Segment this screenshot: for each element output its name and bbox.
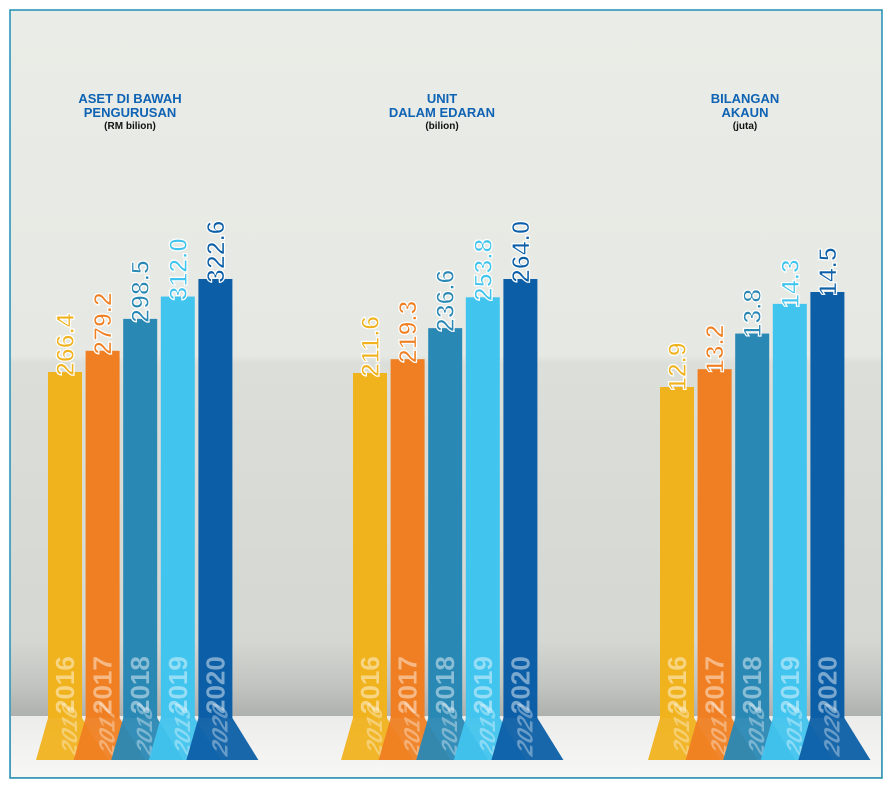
- bar: [773, 304, 807, 718]
- chart-unit: (RM bilion): [30, 120, 230, 134]
- value-label: 211.6: [357, 316, 385, 377]
- chart-unit: (bilion): [342, 120, 542, 134]
- chart-title-line-2: AKAUN: [645, 106, 845, 120]
- value-label: 219.3: [395, 301, 423, 364]
- bar: [503, 279, 537, 718]
- value-label: 253.8: [470, 239, 498, 302]
- bar: [161, 297, 195, 718]
- value-label: 13.2: [702, 325, 730, 374]
- chart-title-line-1: UNIT: [342, 92, 542, 106]
- value-label: 298.5: [127, 260, 155, 323]
- value-label: 12.9: [664, 342, 692, 391]
- chart-title-unit: UNIT DALAM EDARAN (bilion): [342, 92, 542, 134]
- chart-title-akaun: BILANGAN AKAUN (juta): [645, 92, 845, 134]
- chart-title-line-1: BILANGAN: [645, 92, 845, 106]
- value-label: 312.0: [165, 238, 193, 301]
- value-label: 322.6: [202, 220, 230, 283]
- value-label: 279.2: [90, 292, 118, 355]
- bar: [466, 297, 500, 718]
- chart-title-line-2: PENGURUSAN: [30, 106, 230, 120]
- bar: [198, 279, 232, 718]
- value-label: 236.6: [432, 270, 460, 333]
- value-label: 13.8: [739, 289, 767, 338]
- chart-title-aset: ASET DI BAWAH PENGURUSAN (RM bilion): [30, 92, 230, 134]
- chart-title-line-1: ASET DI BAWAH: [30, 92, 230, 106]
- bar: [810, 292, 844, 718]
- value-label: 264.0: [507, 220, 535, 283]
- chart-title-line-2: DALAM EDARAN: [342, 106, 542, 120]
- value-label: 14.5: [814, 247, 842, 296]
- chart-unit: (juta): [645, 120, 845, 134]
- value-label: 14.3: [777, 259, 805, 308]
- value-label: 266.4: [52, 313, 80, 376]
